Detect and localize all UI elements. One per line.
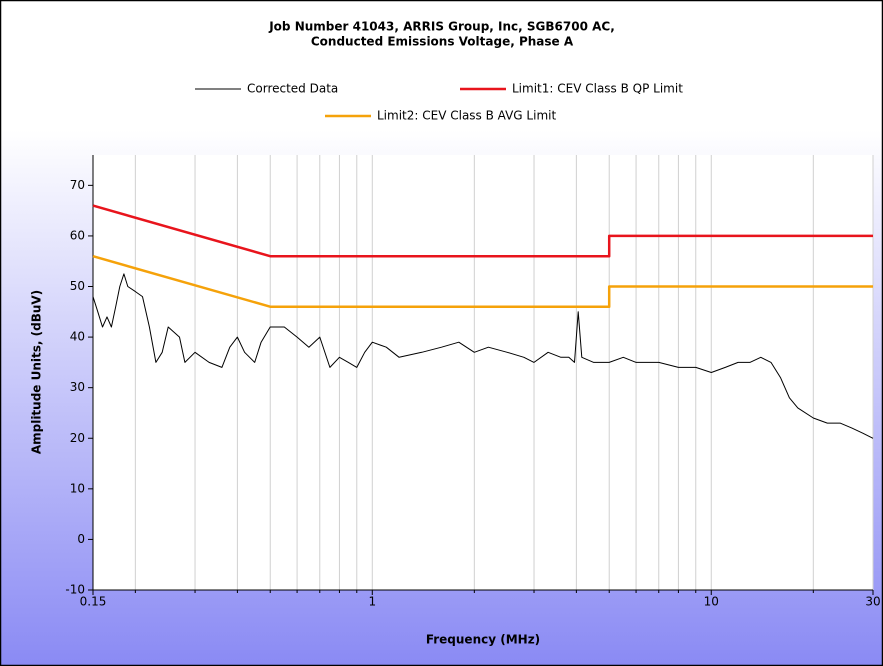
y-tick-label: 20 (70, 431, 85, 445)
data-line (92, 254, 873, 308)
y-tick-label: 50 (70, 279, 85, 293)
plot-area (93, 155, 873, 590)
data-line (92, 273, 874, 439)
x-tick-label: 1 (368, 595, 376, 609)
y-tick-label: 0 (77, 532, 85, 546)
y-axis-title: Amplitude Units, (dBuV) (30, 290, 44, 454)
data-line (92, 204, 873, 258)
x-tick-label: 10 (704, 595, 719, 609)
legend-label: Corrected Data (247, 82, 338, 96)
x-axis-title: Frequency (MHz) (426, 633, 540, 647)
y-tick-label: 10 (70, 481, 85, 495)
y-tick-label: 40 (70, 330, 85, 344)
legend-label: Limit1: CEV Class B QP Limit (512, 82, 683, 96)
y-tick-label: -10 (65, 583, 85, 597)
x-tick-label: 30 (865, 595, 880, 609)
chart-title: Job Number 41043, ARRIS Group, Inc, SGB6… (268, 20, 615, 34)
y-tick-label: 70 (70, 178, 85, 192)
chart-title: Conducted Emissions Voltage, Phase A (311, 35, 574, 49)
x-tick-label: 0.15 (80, 595, 107, 609)
legend-label: Limit2: CEV Class B AVG Limit (377, 109, 556, 123)
y-tick-label: 30 (70, 380, 85, 394)
y-tick-label: 60 (70, 228, 85, 242)
